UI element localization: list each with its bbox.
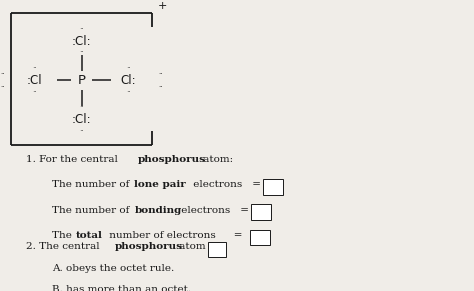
Text: ··: ··	[158, 71, 163, 77]
Text: ··: ··	[158, 84, 163, 90]
Text: B. has more than an octet.: B. has more than an octet.	[52, 285, 191, 291]
Text: :Cl:: :Cl:	[72, 35, 91, 48]
FancyBboxPatch shape	[263, 179, 283, 195]
Text: lone pair: lone pair	[134, 180, 186, 189]
Text: 2. The central: 2. The central	[26, 242, 103, 251]
Text: ··: ··	[79, 49, 84, 58]
Text: =: =	[224, 231, 243, 240]
Text: P: P	[78, 74, 85, 87]
Text: The number of: The number of	[52, 180, 132, 189]
Text: atom:: atom:	[200, 155, 233, 164]
Text: =: =	[249, 180, 261, 189]
Text: electrons: electrons	[190, 180, 242, 189]
FancyBboxPatch shape	[251, 204, 271, 220]
Text: ··: ··	[0, 84, 4, 90]
Text: number of electrons: number of electrons	[106, 231, 216, 240]
Text: The: The	[52, 231, 75, 240]
Text: :Cl: :Cl	[27, 74, 42, 87]
Text: 1. For the central: 1. For the central	[26, 155, 121, 164]
FancyBboxPatch shape	[250, 230, 270, 245]
Text: Cl:: Cl:	[121, 74, 137, 87]
Text: ··: ··	[32, 64, 36, 73]
Text: ··: ··	[126, 64, 131, 73]
Text: ··: ··	[79, 103, 84, 112]
Text: =: =	[237, 206, 249, 215]
FancyBboxPatch shape	[208, 242, 226, 257]
Text: ··: ··	[32, 88, 36, 97]
Text: electrons: electrons	[178, 206, 230, 215]
Text: atom: atom	[176, 242, 206, 251]
Text: ··: ··	[79, 127, 84, 136]
Text: +: +	[158, 1, 167, 11]
Text: total: total	[75, 231, 102, 240]
Text: phosphorus: phosphorus	[114, 242, 182, 251]
Text: ··: ··	[126, 88, 131, 97]
Text: :Cl:: :Cl:	[72, 113, 91, 126]
Text: The number of: The number of	[52, 206, 132, 215]
Text: ··: ··	[79, 25, 84, 34]
Text: phosphorus: phosphorus	[138, 155, 206, 164]
Text: bonding: bonding	[134, 206, 182, 215]
Text: A. obeys the octet rule.: A. obeys the octet rule.	[52, 264, 174, 273]
Text: ··: ··	[0, 71, 4, 77]
